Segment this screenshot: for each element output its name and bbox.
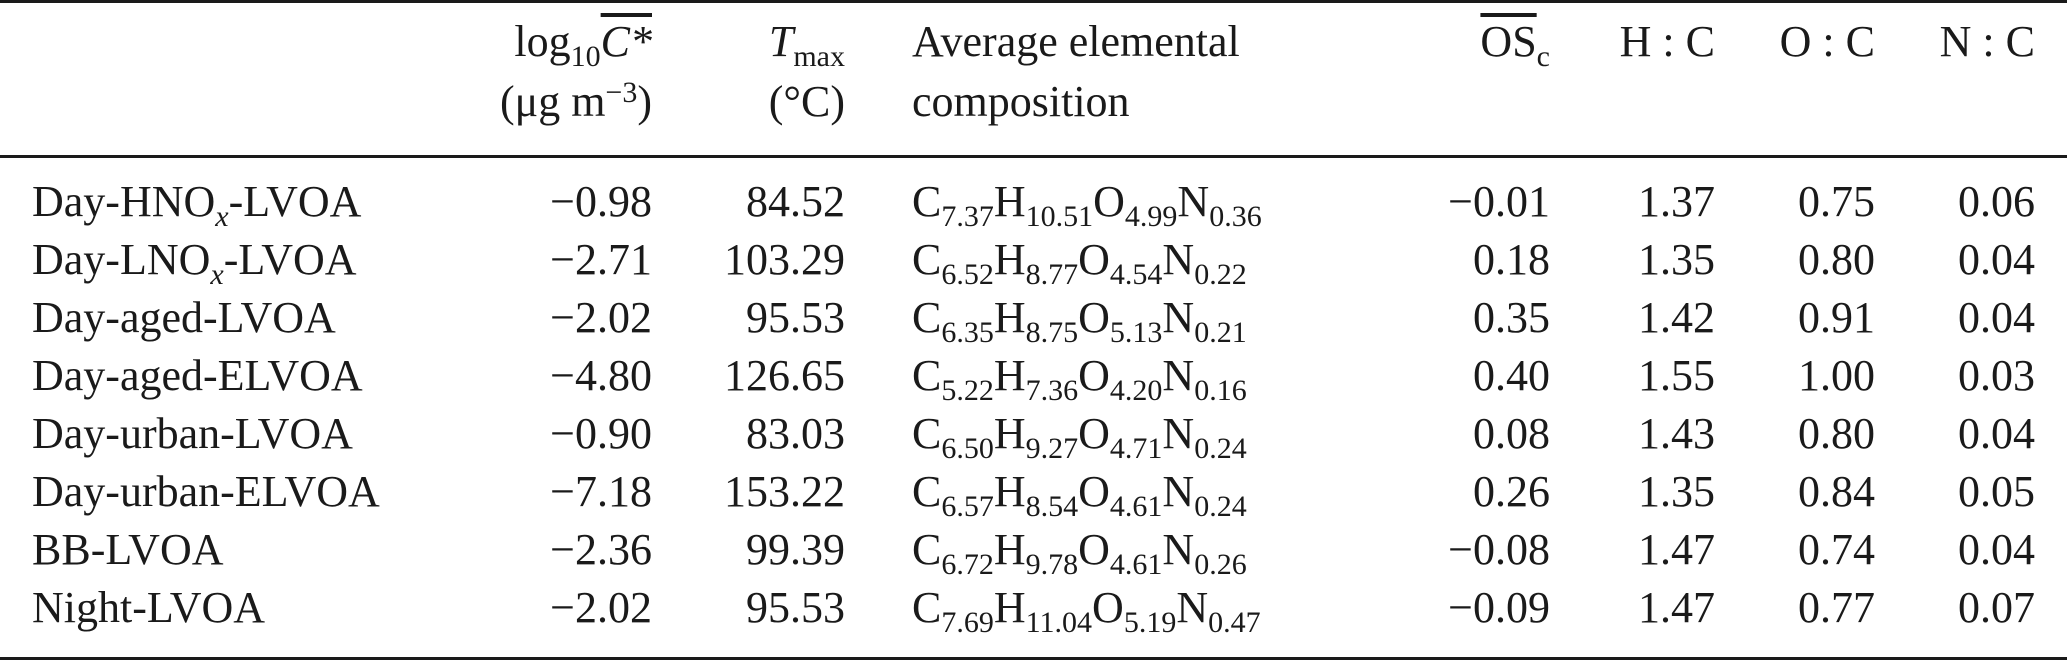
header-logc-line1: log10C* (514, 17, 652, 73)
table-row: Day-HNOx-LVOA −0.98 84.52 C7.37H10.51O4.… (0, 180, 2067, 238)
row-osc: 0.35 (1473, 293, 1550, 342)
row-tmax: 153.22 (724, 467, 845, 516)
row-oc: 1.00 (1798, 351, 1875, 400)
table-row: Day-aged-ELVOA −4.80 126.65 C5.22H7.36O4… (0, 354, 2067, 412)
row-name: Day-LNOx-LVOA (32, 235, 357, 291)
row-nc: 0.04 (1958, 409, 2035, 458)
row-logc: −2.02 (550, 583, 652, 632)
row-composition: C6.52H8.77O4.54N0.22 (912, 235, 1247, 291)
table-header-rule (0, 155, 2067, 158)
row-name: Day-urban-ELVOA (32, 467, 380, 516)
row-nc: 0.04 (1958, 293, 2035, 342)
row-composition: C6.35H8.75O5.13N0.21 (912, 293, 1247, 349)
row-logc: −0.98 (550, 177, 652, 226)
row-oc: 0.91 (1798, 293, 1875, 342)
row-osc: 0.08 (1473, 409, 1550, 458)
row-nc: 0.07 (1958, 583, 2035, 632)
row-name: BB-LVOA (32, 525, 224, 574)
row-osc: 0.26 (1473, 467, 1550, 516)
table-top-rule (0, 0, 2067, 3)
row-logc: −0.90 (550, 409, 652, 458)
row-oc: 0.77 (1798, 583, 1875, 632)
row-oc: 0.84 (1798, 467, 1875, 516)
row-hc: 1.35 (1638, 467, 1715, 516)
row-composition: C5.22H7.36O4.20N0.16 (912, 351, 1247, 407)
row-name: Day-HNOx-LVOA (32, 177, 362, 233)
row-name: Day-aged-LVOA (32, 293, 336, 342)
table-row: Day-aged-LVOA −2.02 95.53 C6.35H8.75O5.1… (0, 296, 2067, 354)
header-osc: OSc (1480, 17, 1550, 73)
header-tmax-unit: (°C) (768, 77, 845, 126)
table-bottom-rule (0, 657, 2067, 660)
row-nc: 0.04 (1958, 235, 2035, 284)
row-logc: −2.71 (550, 235, 652, 284)
table-row: Day-LNOx-LVOA −2.71 103.29 C6.52H8.77O4.… (0, 238, 2067, 296)
table-row: BB-LVOA −2.36 99.39 C6.72H9.78O4.61N0.26… (0, 528, 2067, 586)
row-oc: 0.80 (1798, 235, 1875, 284)
row-composition: C7.69H11.04O5.19N0.47 (912, 583, 1261, 639)
header-composition-line1: Average elemental (912, 17, 1240, 66)
row-tmax: 95.53 (746, 293, 845, 342)
row-hc: 1.47 (1638, 583, 1715, 632)
row-logc: −2.02 (550, 293, 652, 342)
row-osc: 0.18 (1473, 235, 1550, 284)
header-logc-unit: (μg m−3) (499, 76, 652, 126)
row-oc: 0.75 (1798, 177, 1875, 226)
row-tmax: 103.29 (724, 235, 845, 284)
row-hc: 1.55 (1638, 351, 1715, 400)
row-composition: C7.37H10.51O4.99N0.36 (912, 177, 1262, 233)
row-osc: −0.09 (1448, 583, 1550, 632)
row-hc: 1.47 (1638, 525, 1715, 574)
row-tmax: 95.53 (746, 583, 845, 632)
row-nc: 0.06 (1958, 177, 2035, 226)
row-hc: 1.37 (1638, 177, 1715, 226)
row-osc: −0.08 (1448, 525, 1550, 574)
header-hc: H : C (1619, 17, 1715, 66)
header-tmax: Tmax (768, 17, 845, 73)
header-oc: O : C (1779, 17, 1875, 66)
row-nc: 0.03 (1958, 351, 2035, 400)
header-composition-line2: composition (912, 77, 1130, 126)
row-composition: C6.72H9.78O4.61N0.26 (912, 525, 1247, 581)
row-name: Day-aged-ELVOA (32, 351, 363, 400)
row-logc: −7.18 (550, 467, 652, 516)
row-hc: 1.35 (1638, 235, 1715, 284)
row-tmax: 84.52 (746, 177, 845, 226)
row-composition: C6.57H8.54O4.61N0.24 (912, 467, 1247, 523)
row-nc: 0.04 (1958, 525, 2035, 574)
table-row: Night-LVOA −2.02 95.53 C7.69H11.04O5.19N… (0, 586, 2067, 644)
row-nc: 0.05 (1958, 467, 2035, 516)
row-composition: C6.50H9.27O4.71N0.24 (912, 409, 1247, 465)
row-logc: −4.80 (550, 351, 652, 400)
row-tmax: 83.03 (746, 409, 845, 458)
row-tmax: 126.65 (724, 351, 845, 400)
table-row: Day-urban-ELVOA −7.18 153.22 C6.57H8.54O… (0, 470, 2067, 528)
row-logc: −2.36 (550, 525, 652, 574)
header-nc: N : C (1939, 17, 2035, 66)
row-osc: 0.40 (1473, 351, 1550, 400)
row-hc: 1.42 (1638, 293, 1715, 342)
row-oc: 0.80 (1798, 409, 1875, 458)
row-osc: −0.01 (1448, 177, 1550, 226)
row-name: Day-urban-LVOA (32, 409, 353, 458)
row-hc: 1.43 (1638, 409, 1715, 458)
table-row: Day-urban-LVOA −0.90 83.03 C6.50H9.27O4.… (0, 412, 2067, 470)
row-name: Night-LVOA (32, 583, 266, 632)
row-oc: 0.74 (1798, 525, 1875, 574)
row-tmax: 99.39 (746, 525, 845, 574)
